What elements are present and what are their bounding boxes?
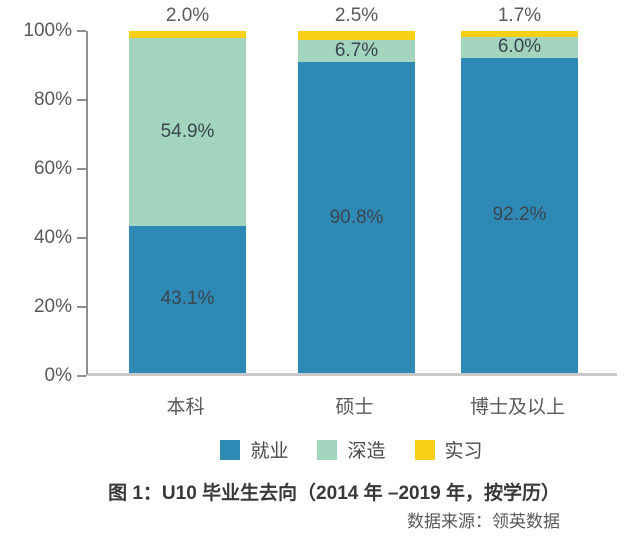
bar-group: 2.0% 54.9% 43.1% xyxy=(129,6,246,373)
y-tick-label: 20% xyxy=(33,296,72,317)
legend-item: 实习 xyxy=(414,436,483,463)
legend-label: 深造 xyxy=(347,441,386,462)
y-tick-label: 60% xyxy=(33,158,72,179)
y-tick-mark xyxy=(77,375,86,377)
bar-segment xyxy=(298,31,415,40)
bar-value-label-above: 2.5% xyxy=(334,5,379,26)
bar-segment: 90.8% xyxy=(298,62,415,373)
bar-value-label: 6.7% xyxy=(334,40,379,62)
legend-swatch xyxy=(414,439,435,460)
bar-value-label: 54.9% xyxy=(160,120,215,142)
bar-value-label-above: 1.7% xyxy=(497,5,542,26)
bar-value-label: 6.0% xyxy=(497,36,542,58)
legend-swatch xyxy=(317,439,338,460)
bar-group: 1.7% 6.0% 92.2% xyxy=(461,6,578,373)
y-tick-mark xyxy=(77,99,86,101)
bar-segment: 6.7% xyxy=(298,39,415,63)
bar-value-label-above: 2.0% xyxy=(165,5,210,26)
legend: 就业 深造 实习 xyxy=(86,436,617,463)
plot-area: 2.0% 54.9% 43.1% 2.5% 6.7% 90.8% 1.7% 6.0% 92.2% xyxy=(86,6,617,376)
x-category-label: 博士及以上 xyxy=(469,397,565,418)
legend-item: 就业 xyxy=(220,436,288,463)
y-axis-labels: 100% 80% 60% 40% 20% 0% xyxy=(0,20,72,386)
bar-value-label: 43.1% xyxy=(160,288,215,310)
bar-segment xyxy=(129,31,246,38)
chart-title: 图 1：U10 毕业生去向（2014 年 –2019 年，按学历） xyxy=(108,483,560,504)
x-category-label: 本科 xyxy=(166,397,205,418)
bar-segment: 54.9% xyxy=(129,37,246,226)
y-tick-mark xyxy=(77,168,86,170)
x-category-label: 硕士 xyxy=(335,397,374,418)
bar-segment: 92.2% xyxy=(461,57,578,373)
y-tick-label: 100% xyxy=(23,20,72,41)
y-axis-ticks xyxy=(77,30,86,377)
caption: 图 1：U10 毕业生去向（2014 年 –2019 年，按学历） 数据来源：领… xyxy=(0,482,560,533)
y-tick-mark xyxy=(77,30,86,32)
legend-label: 就业 xyxy=(250,441,289,462)
bar-value-label: 90.8% xyxy=(329,206,384,228)
y-tick-label: 80% xyxy=(33,89,72,110)
bar-segment: 43.1% xyxy=(129,225,246,373)
legend-label: 实习 xyxy=(444,441,483,462)
y-tick-mark xyxy=(77,306,86,308)
bar-group: 2.5% 6.7% 90.8% xyxy=(298,6,415,373)
y-tick-mark xyxy=(77,237,86,239)
bar-value-label: 92.2% xyxy=(492,204,547,226)
bar-segment xyxy=(461,31,578,38)
y-tick-label: 0% xyxy=(44,365,72,386)
data-source: 数据来源：领英数据 xyxy=(407,512,560,531)
legend-swatch xyxy=(220,439,241,460)
bar-segment: 6.0% xyxy=(461,36,578,58)
y-tick-label: 40% xyxy=(33,227,72,248)
legend-item: 深造 xyxy=(317,436,386,463)
